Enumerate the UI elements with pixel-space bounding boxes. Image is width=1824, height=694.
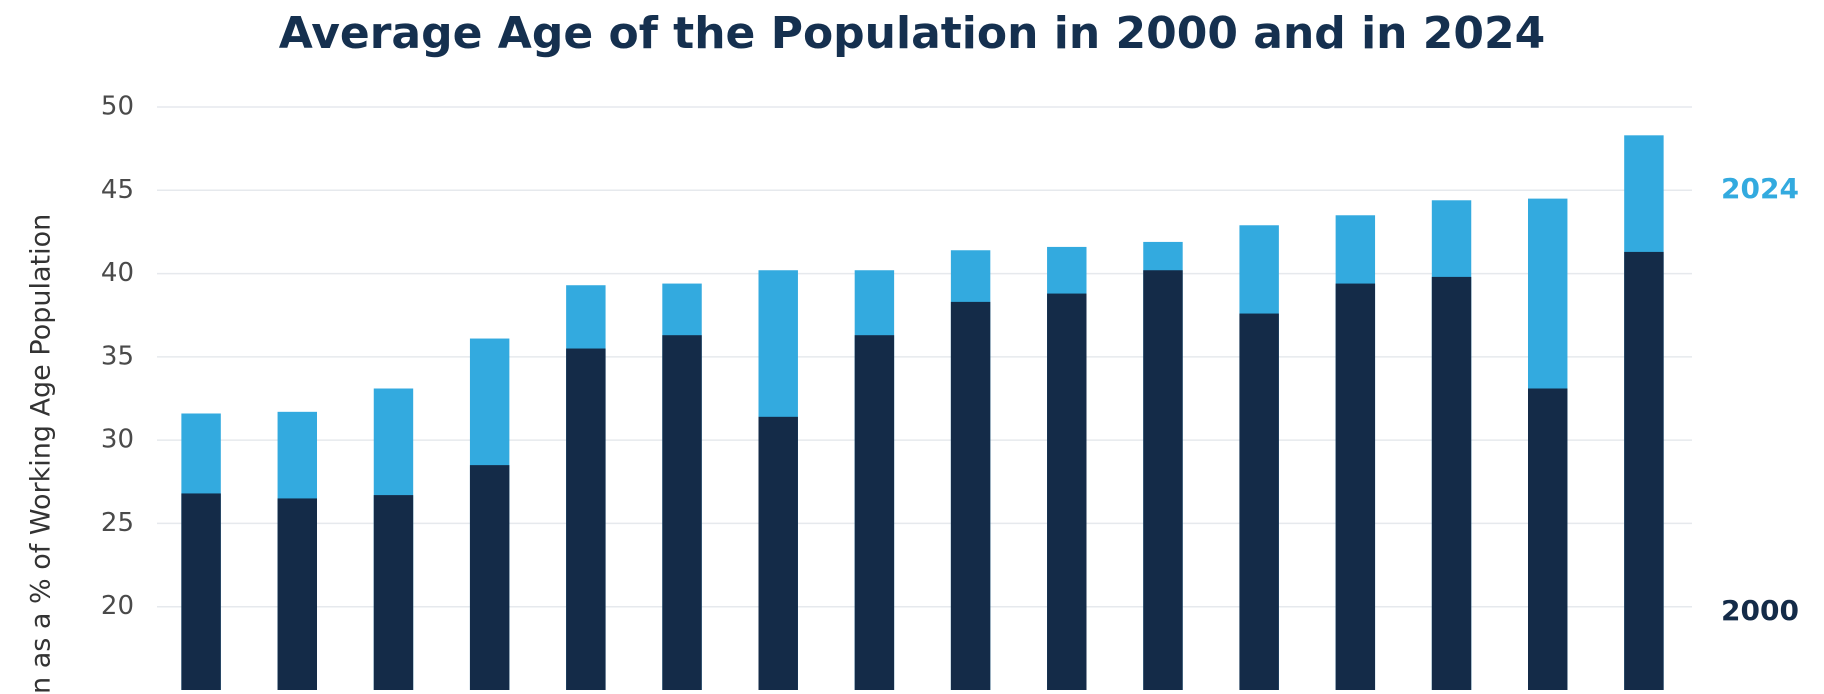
y-tick-label: 45 bbox=[101, 175, 134, 205]
legend-label: 2024 bbox=[1721, 172, 1799, 205]
y-tick-label: 20 bbox=[101, 591, 134, 621]
y-axis-label: n as a % of Working Age Population bbox=[26, 214, 57, 694]
bar bbox=[1624, 251, 1664, 690]
bar bbox=[566, 348, 606, 690]
bar bbox=[758, 416, 798, 690]
y-tick-label: 40 bbox=[101, 258, 134, 288]
y-tick-label: 25 bbox=[101, 508, 134, 538]
bar bbox=[950, 301, 991, 690]
bar bbox=[1143, 270, 1183, 690]
y-tick-label: 50 bbox=[101, 92, 134, 122]
bar bbox=[1528, 388, 1568, 690]
bar bbox=[277, 498, 317, 690]
bar bbox=[373, 495, 414, 690]
bar bbox=[469, 465, 510, 690]
bar bbox=[1335, 283, 1376, 690]
legend-label: 2000 bbox=[1721, 594, 1799, 627]
y-tick-label: 35 bbox=[101, 341, 134, 371]
bar bbox=[181, 493, 221, 690]
bar bbox=[1431, 276, 1472, 690]
y-tick-label: 30 bbox=[101, 425, 134, 455]
bar bbox=[1047, 293, 1087, 690]
bar bbox=[662, 335, 702, 690]
bar bbox=[854, 335, 895, 690]
chart-title: Average Age of the Population in 2000 an… bbox=[279, 8, 1546, 59]
bar bbox=[1239, 313, 1279, 690]
